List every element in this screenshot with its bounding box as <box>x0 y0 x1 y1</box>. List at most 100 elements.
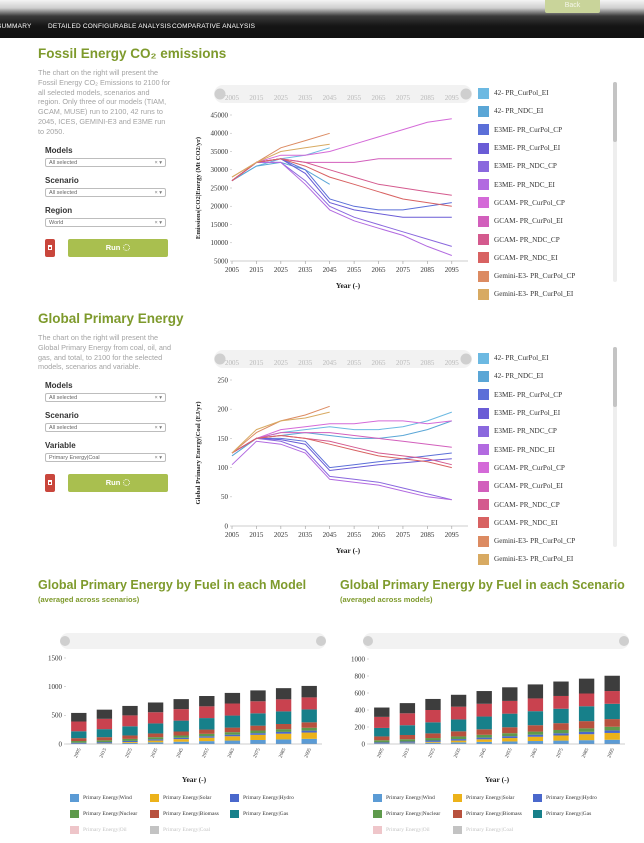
bar-segment <box>502 687 518 701</box>
nav-tab[interactable]: COMPARATIVE ANALYSIS <box>172 23 256 30</box>
x-tick-label: 2025 <box>274 266 289 274</box>
navigator-handle[interactable] <box>363 636 373 646</box>
legend-item[interactable]: 42- PR_CurPol_EI <box>478 84 611 102</box>
delete-button[interactable] <box>45 474 55 493</box>
legend-item[interactable]: 42- PR_NDC_EI <box>478 102 611 120</box>
x-tick-label: 2075 <box>556 747 565 759</box>
run-button[interactable]: Run <box>68 238 168 257</box>
legend-swatch <box>478 517 489 529</box>
select-box[interactable]: World <box>45 217 166 228</box>
run-row: Run <box>45 238 173 257</box>
legend-item[interactable]: Primary Energy|Gas <box>533 810 623 818</box>
select-box[interactable]: All selected <box>45 393 166 403</box>
legend-item[interactable]: E3ME- PR_NDC_CP <box>478 422 611 440</box>
legend-item[interactable]: Gemini-E3- PR_CurPol_EI <box>478 550 611 568</box>
bar-segment <box>301 732 317 739</box>
legend-item[interactable]: E3ME- PR_CurPol_EI <box>478 139 611 157</box>
legend-item[interactable]: GCAM- PR_CurPol_EI <box>478 212 611 230</box>
legend-label: Primary Energy|Gas <box>546 811 592 817</box>
legend-item[interactable]: E3ME- PR_CurPol_EI <box>478 404 611 422</box>
legend-item[interactable]: Primary Energy|Hydro <box>230 794 320 802</box>
y-tick-label: 100 <box>218 464 229 472</box>
bar-segment <box>374 742 390 744</box>
legend-item[interactable]: E3ME- PR_CurPol_CP <box>478 121 611 139</box>
legend-item[interactable]: E3ME- PR_CurPol_CP <box>478 386 611 404</box>
legend-item[interactable]: Gemini-E3- PR_CurPol_CP <box>478 532 611 550</box>
nav-tab[interactable]: SUMMARY <box>0 23 32 30</box>
navigator-handle[interactable] <box>460 353 472 365</box>
legend-item[interactable]: Primary Energy|Wind <box>373 794 453 802</box>
navigator-handle[interactable] <box>316 636 326 646</box>
x-tick-label: 2005 <box>225 531 240 539</box>
legend-item[interactable]: Primary Energy|Solar <box>453 794 533 802</box>
navigator-handle[interactable] <box>214 353 226 365</box>
legend-item[interactable]: Primary Energy|Coal <box>453 826 533 834</box>
legend-item[interactable]: Primary Energy|Nuclear <box>373 810 453 818</box>
legend-item[interactable]: GCAM- PR_CurPol_EI <box>478 477 611 495</box>
navigator-handle[interactable] <box>460 88 472 100</box>
legend-swatch <box>478 142 489 154</box>
legend-label: GCAM- PR_CurPol_CP <box>494 463 565 472</box>
bar-segment <box>527 711 544 726</box>
panel-title: Global Primary Energy by Fuel in each Mo… <box>38 578 307 592</box>
scroll-thumb[interactable] <box>613 347 617 407</box>
select-box[interactable]: All selected <box>45 423 166 433</box>
scroll-thumb[interactable] <box>613 82 617 142</box>
bar-segment <box>425 733 441 739</box>
bar-segment <box>399 703 416 714</box>
bar-segment <box>275 688 292 700</box>
legend-item[interactable]: GCAM- PR_NDC_CP <box>478 230 611 248</box>
bar-segment <box>425 698 441 710</box>
y-tick-label: 600 <box>355 689 366 697</box>
bar-segment <box>301 730 317 733</box>
back-button[interactable]: Back <box>545 0 600 13</box>
bar-segment <box>147 739 164 741</box>
legend-item[interactable]: Primary Energy|Hydro <box>533 794 623 802</box>
legend-label: GCAM- PR_CurPol_EI <box>494 217 563 226</box>
legend-item[interactable]: GCAM- PR_NDC_EI <box>478 249 611 267</box>
y-tick-label: 40000 <box>211 130 229 138</box>
legend-item[interactable]: E3ME- PR_NDC_CP <box>478 157 611 175</box>
legend-item[interactable]: Primary Energy|Coal <box>150 826 230 834</box>
select-box[interactable]: Primary Energy|Coal <box>45 453 166 463</box>
navigator-handle[interactable] <box>619 636 629 646</box>
bar-segment <box>527 741 544 744</box>
legend-item[interactable]: Primary Energy|Wind <box>70 794 150 802</box>
bar-segment <box>71 712 87 722</box>
legend-item[interactable]: Primary Energy|Gas <box>230 810 320 818</box>
legend-swatch <box>478 160 489 172</box>
bar-segment <box>199 729 215 734</box>
legend-item[interactable]: GCAM- PR_NDC_CP <box>478 495 611 513</box>
x-tick-label: 2035 <box>298 266 313 274</box>
y-tick-label: 400 <box>355 706 366 714</box>
navigator-handle[interactable] <box>60 636 70 646</box>
bar-segment <box>301 685 317 698</box>
legend-label: Primary Energy|Hydro <box>546 795 597 801</box>
select-box[interactable]: All selected <box>45 157 166 168</box>
legend-item[interactable]: Primary Energy|Oil <box>70 826 150 834</box>
select-box[interactable]: All selected <box>45 187 166 198</box>
legend-item[interactable]: Primary Energy|Nuclear <box>70 810 150 818</box>
legend-item[interactable]: Primary Energy|Oil <box>373 826 453 834</box>
legend-item[interactable]: GCAM- PR_NDC_EI <box>478 514 611 532</box>
legend-item[interactable]: Primary Energy|Biomass <box>150 810 230 818</box>
bar-segment <box>199 706 215 719</box>
legend-item[interactable]: Gemini-E3- PR_CurPol_CP <box>478 267 611 285</box>
legend-item[interactable]: GCAM- PR_CurPol_CP <box>478 194 611 212</box>
legend-item[interactable]: Primary Energy|Solar <box>150 794 230 802</box>
legend-item[interactable]: E3ME- PR_NDC_EI <box>478 175 611 193</box>
bar-segment <box>199 696 215 707</box>
legend-item[interactable]: 42- PR_NDC_EI <box>478 367 611 385</box>
series-line <box>231 161 452 247</box>
legend-item[interactable]: Primary Energy|Biomass <box>453 810 533 818</box>
legend-item[interactable]: Gemini-E3- PR_CurPol_EI <box>478 285 611 303</box>
run-button[interactable]: Run <box>68 474 168 493</box>
nav-tab[interactable]: DETAILED CONFIGURABLE ANALYSIS <box>48 23 172 30</box>
controls-column: Global Primary Energy The chart on the ri… <box>38 311 184 493</box>
navigator-label: 2095 <box>445 359 460 367</box>
legend-item[interactable]: 42- PR_CurPol_EI <box>478 349 611 367</box>
delete-button[interactable] <box>45 238 55 257</box>
navigator-handle[interactable] <box>214 88 226 100</box>
legend-item[interactable]: GCAM- PR_CurPol_CP <box>478 459 611 477</box>
legend-item[interactable]: E3ME- PR_NDC_EI <box>478 440 611 458</box>
